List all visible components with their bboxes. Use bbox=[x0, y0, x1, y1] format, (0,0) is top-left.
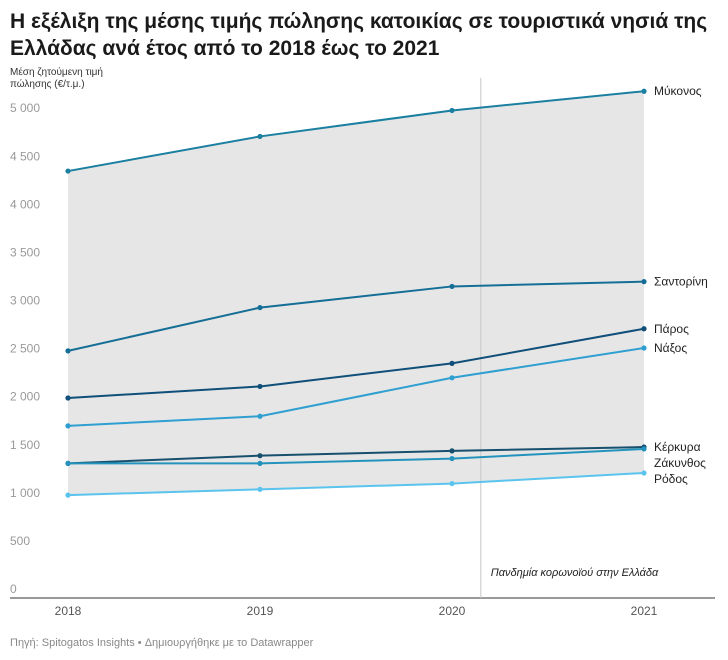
x-tick-label: 2019 bbox=[247, 604, 274, 618]
data-point bbox=[257, 486, 263, 492]
y-tick-label: 1 500 bbox=[10, 438, 40, 452]
x-tick-label: 2018 bbox=[55, 604, 82, 618]
series-line bbox=[67, 446, 645, 465]
data-point bbox=[65, 348, 71, 354]
series-label: Σαντορίνη bbox=[654, 275, 708, 289]
y-tick-label: 3 500 bbox=[10, 245, 40, 259]
data-point bbox=[449, 360, 455, 366]
y-tick-label: 0 bbox=[10, 582, 17, 596]
x-tick-label: 2021 bbox=[631, 604, 658, 618]
x-tick-label: 2020 bbox=[439, 604, 466, 618]
series-label: Μύκονος bbox=[654, 84, 702, 98]
data-point bbox=[257, 133, 263, 140]
series-label: Πάρος bbox=[654, 322, 689, 336]
data-point bbox=[449, 480, 455, 487]
source-note: Πηγή: Spitogatos Insights • Δημιουργήθηκ… bbox=[10, 637, 314, 649]
series-label: Νάξος bbox=[654, 341, 687, 355]
y-axis-label: Μέση ζητούμενη τιμή πώλησης (€/τ.μ.) bbox=[10, 67, 103, 90]
y-tick-label: 2 000 bbox=[10, 390, 40, 404]
series-label: Ζάκυνθος bbox=[654, 456, 706, 470]
y-tick-label: 5 000 bbox=[10, 101, 40, 115]
series-line bbox=[67, 346, 645, 427]
data-point bbox=[449, 283, 455, 290]
data-point bbox=[257, 460, 263, 466]
y-tick-label: 500 bbox=[10, 534, 30, 548]
data-point bbox=[65, 395, 71, 401]
series-line bbox=[67, 471, 645, 497]
data-point bbox=[65, 492, 71, 498]
data-point bbox=[641, 279, 647, 285]
y-tick-label: 2 500 bbox=[10, 342, 40, 356]
y-tick-label: 4 500 bbox=[10, 149, 40, 163]
data-point bbox=[257, 413, 263, 419]
series-line bbox=[67, 280, 645, 352]
pandemic-annotation: Πανδημία κορωνοϊού στην Ελλάδα bbox=[491, 567, 659, 579]
range-band bbox=[68, 91, 644, 496]
series-label: Ρόδος bbox=[654, 472, 688, 486]
data-point bbox=[641, 446, 647, 452]
y-tick-label: 4 000 bbox=[10, 197, 40, 211]
series-line bbox=[67, 327, 645, 399]
data-point bbox=[449, 375, 455, 381]
data-point bbox=[449, 448, 455, 454]
data-point bbox=[641, 470, 647, 476]
y-tick-label: 1 000 bbox=[10, 486, 40, 500]
series-line bbox=[68, 447, 645, 465]
data-point bbox=[641, 345, 647, 351]
series-line bbox=[67, 90, 645, 173]
data-point bbox=[257, 383, 263, 390]
data-point bbox=[65, 168, 71, 174]
series-label: Κέρκυρα bbox=[654, 440, 701, 454]
data-point bbox=[257, 304, 263, 311]
data-point bbox=[257, 453, 263, 459]
data-point bbox=[641, 88, 647, 94]
data-point bbox=[641, 326, 647, 332]
data-point bbox=[65, 460, 71, 466]
chart-title: Η εξέλιξη της μέσης τιμής πώλησης κατοικ… bbox=[10, 10, 708, 60]
y-tick-label: 3 000 bbox=[10, 294, 40, 308]
data-point bbox=[449, 107, 455, 114]
data-point bbox=[449, 455, 455, 462]
data-point bbox=[65, 423, 71, 429]
